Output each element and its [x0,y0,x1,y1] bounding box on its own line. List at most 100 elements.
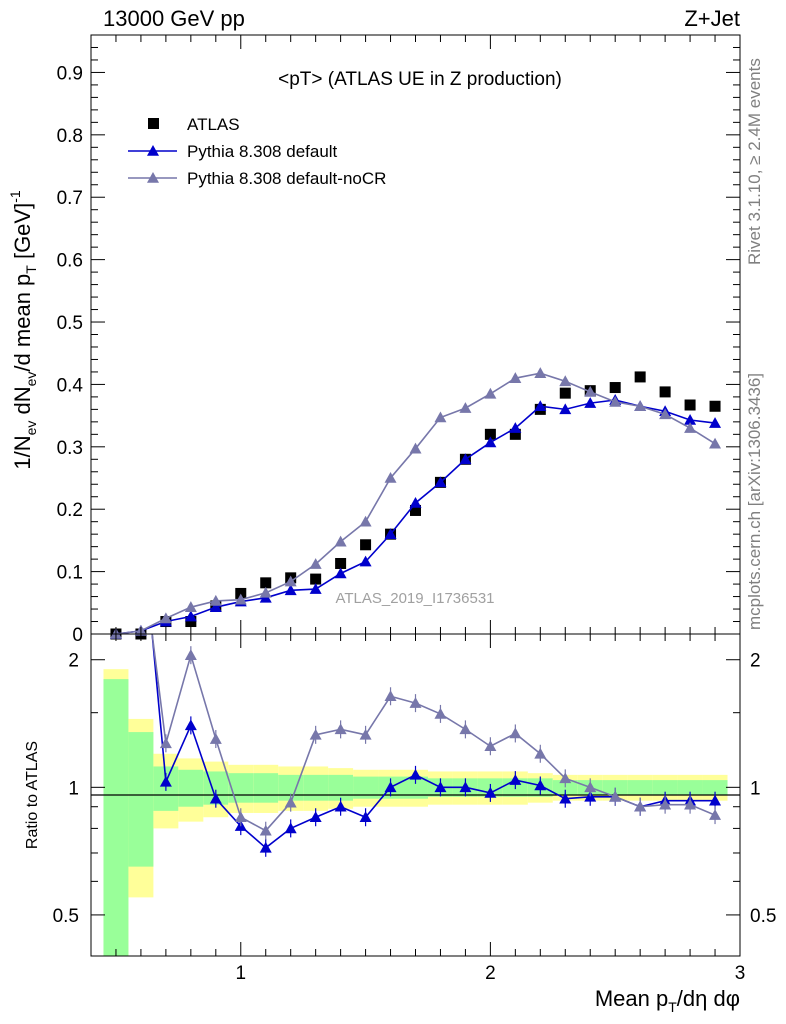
ratio-data-point [684,798,697,810]
mc-data-point [309,583,322,594]
main-series-layer [109,367,722,640]
ratio-data-point [209,792,222,804]
legend-marker-triangle [147,172,159,183]
ratio-data-point [409,768,422,780]
rivet-version-label: Rivet 3.1.10, ≥ 2.4M events [745,58,764,265]
main-y-tick-label: 0.7 [57,188,83,209]
atlas-data-point [335,557,347,569]
ratio-data-point [259,824,272,836]
ratio-data-point [309,728,322,740]
ratio-data-point [559,792,572,804]
main-y-tick-label: 0.4 [57,375,84,396]
ratio-data-point [284,796,297,808]
ratio-data-point [359,811,372,823]
atlas-data-point [410,504,421,516]
mc-data-point [584,385,597,397]
ratio-data-point [384,690,397,702]
main-y-axis-label: 1/Nev dNev/d mean pT [GeV]-1 [7,190,39,470]
ratio-data-point [384,781,397,793]
ratio-data-point [609,790,622,802]
ratio-data-point [509,727,522,739]
mc-data-point [359,515,372,527]
ratio-series-line [151,634,716,849]
ratio-y-tick-label: 2 [68,651,79,672]
inner-uncertainty-band [303,774,329,801]
ratio-data-point [559,772,572,784]
mc-data-point [384,528,397,539]
mc-data-point [584,397,597,408]
ratio-data-point [434,781,447,793]
mc-data-point [534,367,547,378]
ratio-data-point [284,822,297,834]
main-y-tick-label: 0 [72,625,83,646]
legend: ATLAS Pythia 8.308 default Pythia 8.308 de… [128,115,386,188]
ratio-data-point [184,649,197,660]
main-y-tick-label: 0.1 [57,563,83,584]
inner-uncertainty-band [328,774,354,801]
mc-data-point [434,476,447,488]
ratio-series-layer [151,634,722,857]
ratio-y-tick-label-right: 1 [750,778,761,799]
ratio-data-point [309,811,322,823]
ratio-data-point [159,737,172,749]
mc-data-point [209,594,222,606]
mc-data-point [384,472,397,483]
main-panel: 0 0.1 0.2 0.3 0.4 0.5 0.6 0.7 0.8 0.9 <pT> (ATLAS… [7,34,741,646]
legend-label: ATLAS [187,115,240,134]
mc-data-point [184,610,197,622]
ratio-data-point [534,747,547,759]
atlas-data-point [484,428,496,440]
mc-data-point [209,601,222,612]
ratio-y-axis: 0.5 0.5 1 1 2 2 [53,651,777,927]
chart-title: <pT> (ATLAS UE in Z production) [278,69,562,90]
mc-data-point [709,417,722,428]
mc-data-point [559,403,572,415]
mc-data-point [659,408,672,420]
ratio-data-point [484,786,497,798]
atlas-data-point [634,371,646,383]
mc-data-point [484,436,497,448]
inner-uncertainty-band [178,769,204,807]
inner-uncertainty-band [253,773,279,803]
ratio-data-point [434,707,447,719]
ratio-data-point [709,809,722,820]
mc-data-point [409,442,422,454]
inner-uncertainty-band [403,776,428,799]
ratio-y-tick-label-right: 0.5 [750,906,776,927]
mc-data-point [459,453,472,465]
header-collision-label: 13000 GeV pp [103,6,245,31]
mc-data-point [709,437,722,449]
ratio-data-point [459,723,472,735]
atlas-data-point [310,573,322,585]
mc-data-point [609,395,622,407]
ratio-data-point [184,719,197,731]
atlas-data-point [360,539,372,551]
atlas-data-point [260,577,272,589]
legend-marker-square [148,118,159,129]
inner-uncertainty-band [602,780,628,795]
atlas-data-point [509,428,521,440]
mcplots-source-label: mcplots.cern.ch [arXiv:1306.3436] [745,373,764,630]
legend-marker-triangle [147,145,159,156]
legend-label: Pythia 8.308 default [187,142,338,161]
legend-label: Pythia 8.308 default-noCR [187,169,386,188]
main-y-tick-label: 0.9 [57,63,83,84]
mc-data-point [159,612,172,624]
mc-data-point [284,584,297,596]
analysis-watermark: ATLAS_2019_I1736531 [335,590,494,607]
main-y-tick-label: 0.2 [57,500,83,521]
ratio-series-0 [151,634,722,857]
ratio-data-point [409,697,422,708]
uncertainty-bands [103,669,728,956]
main-y-axis: 0 0.1 0.2 0.3 0.4 0.5 0.6 0.7 0.8 0.9 [57,34,740,646]
main-y-tick-label: 0.3 [57,438,83,459]
atlas-data-point [185,616,197,628]
main-y-tick-label: 0.5 [57,313,83,334]
mc-data-point [534,400,547,412]
ratio-data-point [659,798,672,810]
mc-data-point [509,422,522,433]
mc-data-point [684,413,697,425]
atlas-data-point [709,400,721,412]
atlas-data-point [559,387,571,399]
mc-data-point [459,402,472,413]
